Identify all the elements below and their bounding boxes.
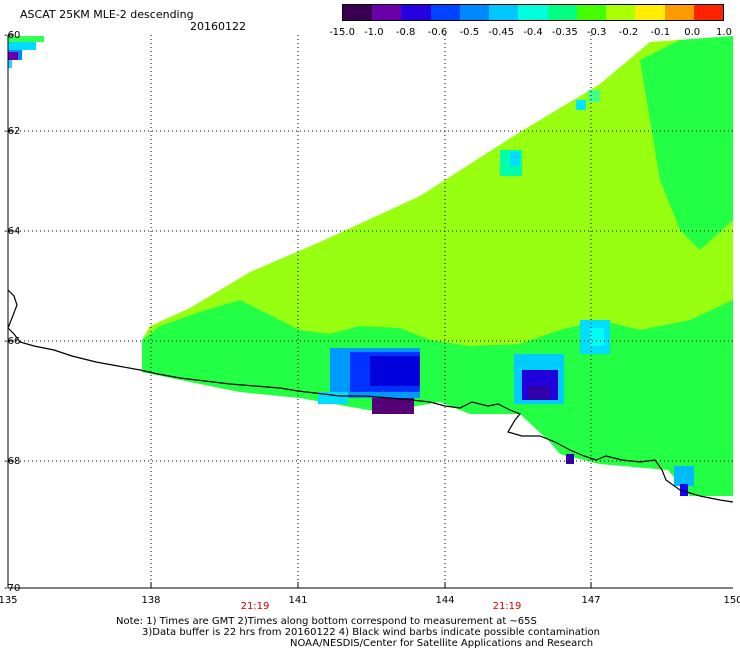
longitude-label: 135 [0, 595, 18, 606]
colorbar-tick-label: -0.35 [551, 27, 578, 38]
swath-cell [528, 386, 550, 400]
colorbar-segment [401, 5, 431, 20]
longitude-label: 147 [581, 595, 600, 606]
longitude-label: 141 [288, 595, 307, 606]
latitude-label: -70 [4, 583, 20, 594]
latitude-label: -66 [4, 336, 20, 347]
colorbar-tick-label: -0.8 [395, 27, 416, 38]
colorbar-segment [606, 5, 636, 20]
swath-cell [566, 454, 574, 464]
colorbar-segment [343, 5, 373, 20]
swath-cell [510, 152, 520, 166]
latitude-labels: -60 -62 -64 -66 -68 -70 [4, 30, 20, 594]
swath-cell [576, 100, 586, 110]
colorbar-tick-label: -0.4 [523, 27, 543, 38]
swath-cell [590, 328, 604, 346]
colorbar-segment [518, 5, 548, 20]
swath-cell [8, 36, 44, 42]
colorbar-tick-label: -0.3 [586, 27, 607, 38]
longitude-labels: 135 138 141 144 147 150 [0, 595, 740, 606]
colorbar-tick-label: -0.2 [618, 27, 639, 38]
colorbar-segment [372, 5, 402, 20]
colorbar-tick-label: -0.6 [427, 27, 448, 38]
latitude-label: -64 [4, 226, 20, 237]
map-frame [7, 34, 733, 589]
antarctic-coastline [7, 289, 734, 503]
data-swath [8, 36, 733, 496]
latitude-label: -60 [4, 30, 20, 41]
note-line-2: 3)Data buffer is 22 hrs from 20160122 4)… [142, 627, 600, 638]
colorbar-segment [430, 5, 460, 20]
swath-cell [680, 484, 688, 496]
pass-time-labels: 21:19 21:19 [241, 601, 522, 612]
latitude-label: -62 [4, 126, 20, 137]
swath-cell [588, 90, 600, 102]
colorbar-tick-label: -1.0 [364, 27, 384, 38]
colorbar-tick-label: -0.5 [459, 27, 480, 38]
swath-cell [8, 60, 12, 68]
longitude-label: 150 [723, 595, 740, 606]
swath-cell [372, 398, 414, 414]
colorbar-tick-label: -0.45 [488, 27, 515, 38]
colorbar-tick-label: -0.1 [650, 27, 671, 38]
colorbar-tick-labels: -15.0 -1.0 -0.8 -0.6 -0.5 -0.45 -0.4 -0.35 -0.3-… [320, 27, 740, 39]
swath-green-east [640, 36, 733, 250]
note-line-3: NOAA/NESDIS/Center for Satellite Applica… [290, 638, 594, 649]
swath-cell [370, 356, 420, 386]
colorbar-segment [489, 5, 519, 20]
swath-cell [674, 466, 694, 486]
pass-time-label: 21:19 [493, 601, 522, 612]
colorbar-segment [693, 5, 724, 20]
footnotes: Note: 1) Times are GMT 2)Times along bot… [116, 616, 600, 649]
colorbar-tick-label: 1.0 [716, 27, 732, 38]
colorbar-segment [547, 5, 577, 20]
latitude-label: -68 [4, 456, 20, 467]
colorbar-segment [635, 5, 665, 20]
product-date: 20160122 [190, 20, 246, 33]
colorbar-tick-label: 0.0 [684, 27, 701, 38]
swath-cell [318, 392, 348, 404]
colorbar-segment [664, 5, 694, 20]
colorbar [342, 4, 724, 21]
lat-lon-grid [8, 35, 733, 588]
colorbar-segment [576, 5, 607, 20]
product-title: ASCAT 25KM MLE-2 descending [20, 8, 194, 21]
colorbar-tick-label: -15.0 [329, 27, 355, 38]
swath-cell [8, 42, 36, 50]
note-line-1: Note: 1) Times are GMT 2)Times along bot… [116, 616, 537, 627]
swath-cell [8, 52, 18, 60]
longitude-label: 144 [435, 595, 454, 606]
longitude-label: 138 [141, 595, 160, 606]
colorbar-segment [459, 5, 490, 20]
pass-time-label: 21:19 [241, 601, 270, 612]
